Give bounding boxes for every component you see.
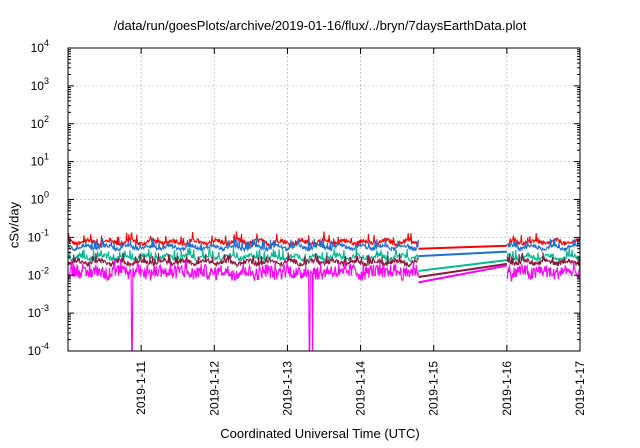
chart-title: /data/run/goesPlots/archive/2019-01-16/f… [113, 18, 527, 33]
plot-area [67, 231, 581, 352]
series-gap-bridge [418, 259, 507, 272]
y-tick-label: 100 [31, 190, 49, 207]
axis-ticks [68, 47, 581, 352]
series-line [67, 246, 419, 263]
series-gap-bridge [418, 264, 508, 284]
x-tick-label: 2019-1-15 [427, 361, 441, 416]
series-line [506, 238, 581, 253]
series-line [507, 233, 581, 247]
y-tick-label: 103 [31, 76, 49, 93]
x-tick-label: 2019-1-16 [500, 361, 514, 416]
y-tick-label: 10-3 [28, 303, 49, 320]
x-tick-labels: 2019-1-11 2019-1-12 2019-1-13 2019-1-14 2019… [134, 361, 587, 416]
series-gap-bridge [418, 250, 507, 258]
y-tick-label: 10-4 [28, 341, 49, 358]
series-line [506, 252, 581, 267]
series-line [67, 252, 419, 268]
series-gap-bridge [418, 262, 508, 278]
y-tick-label: 101 [31, 152, 49, 169]
series-gap-bridge [418, 244, 507, 250]
grid-lines [68, 48, 580, 351]
series-line [506, 260, 581, 282]
x-tick-label: 2019-1-12 [207, 361, 221, 416]
x-tick-label: 2019-1-11 [134, 361, 148, 415]
x-tick-label: 2019-1-14 [354, 361, 368, 416]
x-axis-label: Coordinated Universal Time (UTC) [220, 426, 420, 441]
series-line [67, 259, 419, 352]
series-line [67, 231, 419, 249]
y-tick-labels: 10-4 10-3 10-2 10-1 100 101 102 103 104 [28, 38, 49, 358]
series-line [67, 237, 419, 253]
y-tick-label: 10-1 [28, 227, 49, 244]
x-tick-label: 2019-1-17 [573, 361, 587, 416]
y-tick-label: 102 [31, 114, 49, 131]
x-tick-label: 2019-1-13 [280, 361, 294, 416]
y-tick-label: 10-2 [28, 265, 49, 282]
y-tick-label: 104 [31, 38, 49, 55]
